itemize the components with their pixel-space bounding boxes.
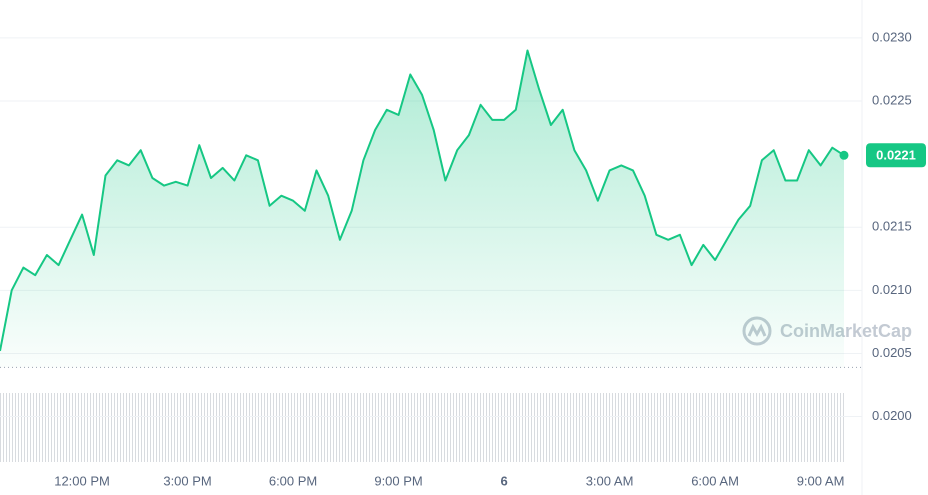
x-tick-label: 6:00 AM	[691, 473, 739, 488]
price-badge	[866, 143, 926, 168]
y-tick-label: 0.0200	[872, 408, 912, 423]
x-tick-label: 3:00 AM	[586, 473, 634, 488]
plot	[0, 49, 849, 368]
x-tick-label: 9:00 AM	[797, 473, 845, 488]
x-tick-label: 3:00 PM	[163, 473, 211, 488]
price-badge-label: 0.0221	[876, 148, 916, 163]
price-line	[0, 49, 845, 352]
volume-bars	[0, 393, 846, 462]
x-tick-label: 6	[500, 473, 507, 488]
y-tick-label: 0.0210	[872, 282, 912, 297]
y-tick-label: 0.0225	[872, 92, 912, 107]
y-tick-label: 0.0230	[872, 29, 912, 44]
last-point	[839, 150, 849, 160]
x-tick-label: 6:00 PM	[269, 473, 317, 488]
area	[0, 50, 844, 368]
y-tick-label: 0.0205	[872, 345, 912, 360]
x-tick-label: 9:00 PM	[374, 473, 422, 488]
x-tick-label: 12:00 PM	[54, 473, 110, 488]
y-tick-label: 0.0215	[872, 219, 912, 234]
